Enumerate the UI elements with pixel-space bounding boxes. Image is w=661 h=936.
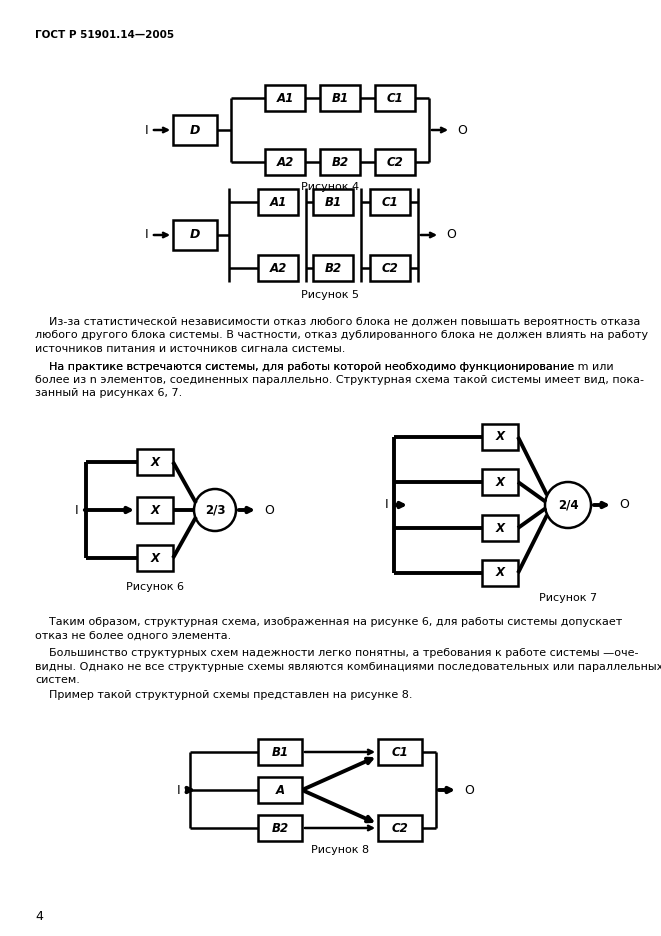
Bar — [482, 560, 518, 586]
Text: Таким образом, структурная схема, изображенная на рисунке 6, для работы системы : Таким образом, структурная схема, изобра… — [35, 617, 622, 627]
Text: A2: A2 — [270, 261, 287, 274]
Text: Пример такой структурной схемы представлен на рисунке 8.: Пример такой структурной схемы представл… — [35, 691, 412, 700]
Circle shape — [194, 489, 236, 531]
Text: D: D — [190, 124, 200, 137]
Bar — [482, 469, 518, 495]
Text: X: X — [151, 551, 159, 564]
Text: 2/4: 2/4 — [558, 499, 578, 511]
Text: A1: A1 — [270, 196, 287, 209]
Text: C2: C2 — [387, 155, 403, 168]
Bar — [137, 449, 173, 475]
Bar — [265, 85, 305, 111]
Text: 4: 4 — [35, 910, 43, 923]
Text: I: I — [176, 783, 180, 797]
Bar — [375, 85, 415, 111]
Text: X: X — [496, 566, 504, 579]
Text: X: X — [496, 475, 504, 489]
Bar — [378, 815, 422, 841]
Text: D: D — [190, 228, 200, 241]
Bar — [378, 739, 422, 765]
Text: более из n элементов, соединенных параллельно. Структурная схема такой системы и: более из n элементов, соединенных паралл… — [35, 375, 644, 385]
Text: Рисунок 4: Рисунок 4 — [301, 182, 359, 192]
Circle shape — [545, 482, 591, 528]
Text: I: I — [144, 124, 148, 137]
Text: Рисунок 7: Рисунок 7 — [539, 593, 597, 603]
Text: Рисунок 5: Рисунок 5 — [301, 290, 359, 300]
Text: A2: A2 — [276, 155, 293, 168]
Text: Рисунок 6: Рисунок 6 — [126, 582, 184, 592]
Bar — [173, 115, 217, 145]
Text: I: I — [144, 228, 148, 241]
Text: O: O — [264, 504, 274, 517]
Text: B1: B1 — [325, 196, 342, 209]
Text: I: I — [385, 499, 388, 511]
Text: 2/3: 2/3 — [205, 504, 225, 517]
Bar — [265, 149, 305, 175]
Bar — [482, 515, 518, 541]
Bar — [137, 545, 173, 571]
Bar — [482, 424, 518, 450]
Text: X: X — [151, 504, 159, 517]
Text: занный на рисунках 6, 7.: занный на рисунках 6, 7. — [35, 388, 182, 399]
Bar — [258, 777, 302, 803]
Text: На практике встречаются системы, для работы которой необходимо функционирование: На практике встречаются системы, для раб… — [35, 361, 578, 372]
Bar — [320, 149, 360, 175]
Bar — [375, 149, 415, 175]
Bar — [137, 497, 173, 523]
Text: видны. Однако не все структурные схемы являются комбинациями последовательных ил: видны. Однако не все структурные схемы я… — [35, 662, 661, 671]
Text: На практике встречаются системы, для работы которой необходимо функционирование : На практике встречаются системы, для раб… — [35, 361, 613, 372]
Text: C2: C2 — [381, 261, 399, 274]
Text: C1: C1 — [387, 92, 403, 105]
Bar — [370, 189, 410, 215]
Bar — [313, 255, 353, 281]
Bar — [258, 255, 298, 281]
Text: A1: A1 — [276, 92, 293, 105]
Text: Большинство структурных схем надежности легко понятны, а требования к работе сис: Большинство структурных схем надежности … — [35, 648, 639, 658]
Bar — [258, 189, 298, 215]
Text: I: I — [75, 504, 78, 517]
Bar — [173, 220, 217, 250]
Text: O: O — [619, 499, 629, 511]
Text: Из-за статистической независимости отказ любого блока не должен повышать вероятн: Из-за статистической независимости отказ… — [35, 317, 641, 327]
Text: отказ не более одного элемента.: отказ не более одного элемента. — [35, 631, 231, 640]
Text: O: O — [446, 228, 456, 241]
Text: систем.: систем. — [35, 675, 80, 685]
Text: C2: C2 — [391, 822, 408, 835]
Text: O: O — [464, 783, 474, 797]
Text: источников питания и источников сигнала системы.: источников питания и источников сигнала … — [35, 344, 346, 354]
Text: A: A — [276, 783, 285, 797]
Bar — [258, 739, 302, 765]
Text: B2: B2 — [331, 155, 348, 168]
Text: B2: B2 — [325, 261, 342, 274]
Text: B1: B1 — [272, 745, 289, 758]
Bar — [370, 255, 410, 281]
Text: B1: B1 — [331, 92, 348, 105]
Text: X: X — [151, 456, 159, 469]
Text: любого другого блока системы. В частности, отказ дублированного блока не должен : любого другого блока системы. В частност… — [35, 330, 648, 341]
Text: C1: C1 — [381, 196, 399, 209]
Bar — [320, 85, 360, 111]
Text: C1: C1 — [391, 745, 408, 758]
Text: ГОСТ Р 51901.14—2005: ГОСТ Р 51901.14—2005 — [35, 30, 174, 40]
Bar — [313, 189, 353, 215]
Text: X: X — [496, 521, 504, 534]
Text: O: O — [457, 124, 467, 137]
Text: B2: B2 — [272, 822, 289, 835]
Text: X: X — [496, 431, 504, 444]
Bar — [258, 815, 302, 841]
Text: Рисунок 8: Рисунок 8 — [311, 845, 369, 855]
